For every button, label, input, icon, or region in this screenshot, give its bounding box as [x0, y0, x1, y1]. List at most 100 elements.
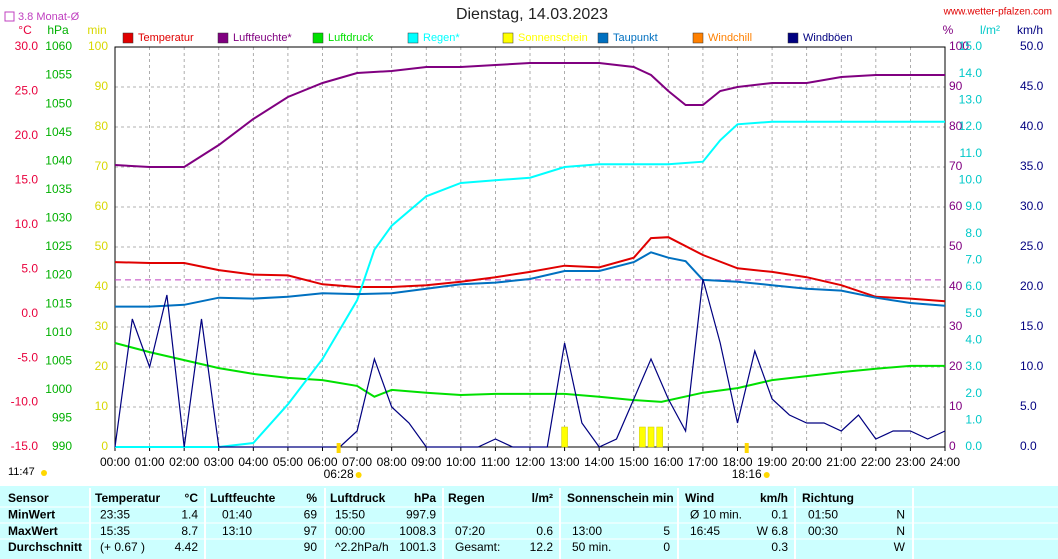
- y-tick-label: -5.0: [17, 350, 38, 364]
- axis-unit: l/m²: [980, 23, 1000, 37]
- x-tick-label: 24:00: [930, 455, 960, 469]
- x-tick-label: 02:00: [169, 455, 199, 469]
- y-tick-label: 25.0: [15, 84, 39, 98]
- table-cell: Durchschnitt: [8, 540, 82, 554]
- y-tick-label: 10: [95, 399, 109, 413]
- legend-swatch: [787, 32, 799, 44]
- y-tick-label: 990: [52, 439, 72, 453]
- axis-unit: hPa: [47, 23, 69, 37]
- y-tick-label: 20.0: [15, 128, 39, 142]
- sunrise-label: 06:28: [324, 467, 354, 481]
- y-tick-label: 6.0: [965, 279, 982, 293]
- table-cell: W 6.8: [757, 524, 789, 538]
- table-cell: 00:30: [808, 524, 838, 538]
- y-tick-label: 20.0: [1020, 279, 1044, 293]
- legend-swatch: [122, 32, 134, 44]
- y-tick-label: 10.0: [1020, 359, 1044, 373]
- y-tick-label: 8.0: [965, 226, 982, 240]
- axis-unit: min: [87, 23, 106, 37]
- sunset-label: 18:16: [732, 467, 762, 481]
- series-line: [115, 251, 946, 308]
- y-tick-label: 1000: [45, 382, 72, 396]
- table-header: km/h: [760, 491, 788, 505]
- y-tick-label: 50: [949, 239, 963, 253]
- y-tick-label: 20: [949, 359, 963, 373]
- table-cell: (+ 0.67 ): [100, 540, 145, 554]
- y-tick-label: 35.0: [1020, 159, 1044, 173]
- y-tick-label: 1040: [45, 153, 72, 167]
- table-cell: 13:10: [222, 524, 252, 538]
- legend-label: Windchill: [708, 32, 752, 44]
- x-tick-label: 23:00: [895, 455, 925, 469]
- y-tick-label: 90: [949, 79, 963, 93]
- x-tick-label: 18:00: [722, 455, 752, 469]
- sun-icon: [41, 470, 47, 476]
- legend-label: Luftfeuchte*: [233, 32, 292, 44]
- sun-icon: [763, 472, 770, 478]
- axis-unit: km/h: [1017, 23, 1043, 37]
- y-tick-label: 10.0: [959, 173, 983, 187]
- y-tick-label: 10: [949, 399, 963, 413]
- x-tick-label: 03:00: [204, 455, 234, 469]
- series-line: [114, 62, 945, 168]
- axis-unit: °C: [18, 23, 32, 37]
- x-tick-label: 12:00: [515, 455, 545, 469]
- legend-swatch: [502, 32, 514, 44]
- legend-swatch: [597, 32, 609, 44]
- y-tick-label: 1020: [45, 268, 72, 282]
- table-cell: 12.2: [530, 540, 554, 554]
- table-cell: ^2.2hPa/h: [335, 540, 389, 554]
- y-tick-label: 1005: [45, 353, 72, 367]
- sunset-marker: [744, 443, 749, 453]
- y-tick-label: 20: [95, 359, 109, 373]
- table-cell: 01:50: [808, 507, 838, 521]
- y-tick-label: 995: [52, 411, 72, 425]
- y-tick-label: 1010: [45, 325, 72, 339]
- y-tick-label: 40.0: [1020, 119, 1044, 133]
- table-cell: 16:45: [690, 524, 720, 538]
- table-header: %: [306, 491, 317, 505]
- y-tick-label: 3.0: [965, 359, 982, 373]
- table-header: °C: [185, 491, 199, 505]
- table-header: Regen: [448, 491, 485, 505]
- daylength-label: 11:47: [8, 466, 35, 478]
- x-tick-label: 15:00: [619, 455, 649, 469]
- table-cell: 07:20: [455, 524, 485, 538]
- table-cell: 1008.3: [399, 524, 436, 538]
- table-cell: 1001.3: [399, 540, 436, 554]
- y-tick-label: 13.0: [959, 93, 983, 107]
- table-cell: Gesamt:: [455, 540, 500, 554]
- x-tick-label: 19:00: [757, 455, 787, 469]
- table-header: Sensor: [8, 491, 49, 505]
- y-tick-label: 15.0: [1020, 319, 1044, 333]
- x-tick-label: 10:00: [446, 455, 476, 469]
- legend-label: Sonnenschein: [518, 32, 588, 44]
- series-line: [114, 278, 946, 448]
- x-tick-label: 04:00: [238, 455, 268, 469]
- x-tick-label: 13:00: [550, 455, 580, 469]
- table-cell: 0.6: [536, 524, 553, 538]
- table-cell: Ø 10 min.: [690, 507, 742, 521]
- y-tick-label: 50.0: [1020, 39, 1044, 53]
- table-header: hPa: [414, 491, 436, 505]
- y-tick-label: 40: [95, 279, 109, 293]
- y-tick-label: 2.0: [965, 386, 982, 400]
- table-cell: MinWert: [8, 507, 55, 521]
- x-tick-label: 22:00: [861, 455, 891, 469]
- table-cell: 15:50: [335, 507, 365, 521]
- x-tick-label: 00:00: [100, 455, 130, 469]
- y-tick-label: 30.0: [1020, 199, 1044, 213]
- legend-swatch: [407, 32, 419, 44]
- y-tick-label: 60: [949, 199, 963, 213]
- reference-legend-box: [4, 11, 15, 22]
- table-cell: 4.42: [175, 540, 199, 554]
- table-cell: 13:00: [572, 524, 602, 538]
- legend-label: Windböen: [803, 32, 853, 44]
- sunshine-bar: [647, 426, 655, 448]
- y-tick-label: 15.0: [959, 39, 983, 53]
- legend-swatch: [312, 32, 324, 44]
- table-cell: 23:35: [100, 507, 130, 521]
- y-tick-label: 5.0: [1020, 399, 1037, 413]
- x-tick-label: 05:00: [273, 455, 303, 469]
